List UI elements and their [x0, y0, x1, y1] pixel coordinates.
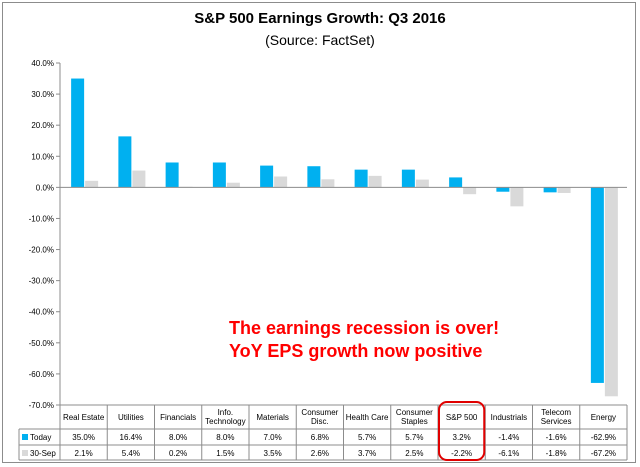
table-value: 5.4% [122, 449, 140, 458]
category-label: Staples [401, 417, 428, 426]
table-value: 3.5% [264, 449, 282, 458]
legend-label: 30-Sep [30, 449, 56, 458]
bar-today [307, 166, 321, 188]
category-label: Disc. [311, 417, 329, 426]
legend-swatch-30-sep [22, 450, 28, 456]
bar-30-sep [604, 187, 618, 397]
bar-today [260, 165, 274, 188]
bar-30-sep [274, 176, 288, 188]
y-tick-label: 10.0% [31, 152, 54, 161]
bar-today [590, 187, 604, 383]
bar-today [449, 177, 463, 188]
y-tick-label: -40.0% [29, 308, 54, 317]
chart-title: S&P 500 Earnings Growth: Q3 2016 [194, 10, 446, 27]
annotation-line-2: YoY EPS growth now positive [229, 341, 483, 361]
category-label: Consumer [396, 408, 433, 417]
category-label: Energy [591, 413, 616, 422]
category-label: Services [541, 417, 572, 426]
category-label: Real Estate [63, 413, 105, 422]
y-tick-label: -30.0% [29, 277, 54, 286]
chart-frame [2, 2, 636, 463]
bar-30-sep [510, 187, 524, 207]
table-value: 2.1% [75, 449, 93, 458]
table-value: 5.7% [405, 433, 423, 442]
y-tick-label: 0.0% [36, 183, 54, 192]
category-label: Info. [218, 408, 234, 417]
table-value: 35.0% [72, 433, 95, 442]
table-value: -1.4% [498, 433, 519, 442]
table-value: -2.2% [451, 449, 472, 458]
bar-today [118, 136, 132, 188]
bar-today [496, 187, 510, 192]
table-value: -6.1% [498, 449, 519, 458]
legend-swatch-today [22, 434, 28, 440]
bar-today [165, 162, 179, 188]
category-label: Consumer [301, 408, 338, 417]
table-value: 8.0% [216, 433, 234, 442]
bar-today [543, 187, 557, 193]
table-value: 3.7% [358, 449, 376, 458]
chart-subtitle: (Source: FactSet) [265, 32, 375, 48]
bar-today [401, 169, 415, 188]
table-value: 3.2% [453, 433, 471, 442]
table-value: 6.8% [311, 433, 329, 442]
y-tick-label: -20.0% [29, 246, 54, 255]
bar-30-sep [415, 179, 429, 188]
bar-30-sep [463, 187, 477, 195]
category-label: Financials [160, 413, 196, 422]
category-label: Industrials [491, 413, 527, 422]
y-tick-label: 40.0% [31, 59, 54, 68]
table-value: -1.6% [546, 433, 567, 442]
bar-30-sep [85, 180, 99, 188]
annotation-line-1: The earnings recession is over! [229, 318, 500, 338]
bar-30-sep [557, 187, 571, 193]
y-tick-label: -70.0% [29, 401, 54, 410]
bar-today [212, 162, 226, 188]
highlight-box [438, 401, 486, 461]
table-value: -67.2% [591, 449, 616, 458]
category-label: Health Care [346, 413, 389, 422]
category-label: Technology [205, 417, 245, 426]
bar-30-sep [368, 175, 382, 188]
y-tick-label: -10.0% [29, 214, 54, 223]
table-value: 8.0% [169, 433, 187, 442]
table-value: -62.9% [591, 433, 616, 442]
table-value: 0.2% [169, 449, 187, 458]
table-value: 1.5% [216, 449, 234, 458]
table-value: 2.5% [405, 449, 423, 458]
y-tick-label: -60.0% [29, 370, 54, 379]
bar-today [71, 78, 85, 188]
table-value: 16.4% [120, 433, 143, 442]
bar-30-sep [226, 182, 240, 188]
bar-30-sep [321, 179, 335, 188]
bar-30-sep [132, 170, 146, 188]
y-tick-label: 20.0% [31, 121, 54, 130]
y-tick-label: -50.0% [29, 339, 54, 348]
table-value: -1.8% [546, 449, 567, 458]
table-value: 5.7% [358, 433, 376, 442]
category-label: Telecom [541, 408, 571, 417]
table-value: 2.6% [311, 449, 329, 458]
table-value: 7.0% [264, 433, 282, 442]
bar-today [354, 169, 368, 188]
y-tick-label: 30.0% [31, 90, 54, 99]
category-label: Materials [256, 413, 288, 422]
category-label: Utilities [118, 413, 144, 422]
category-label: S&P 500 [446, 413, 478, 422]
legend-label: Today [30, 433, 51, 442]
